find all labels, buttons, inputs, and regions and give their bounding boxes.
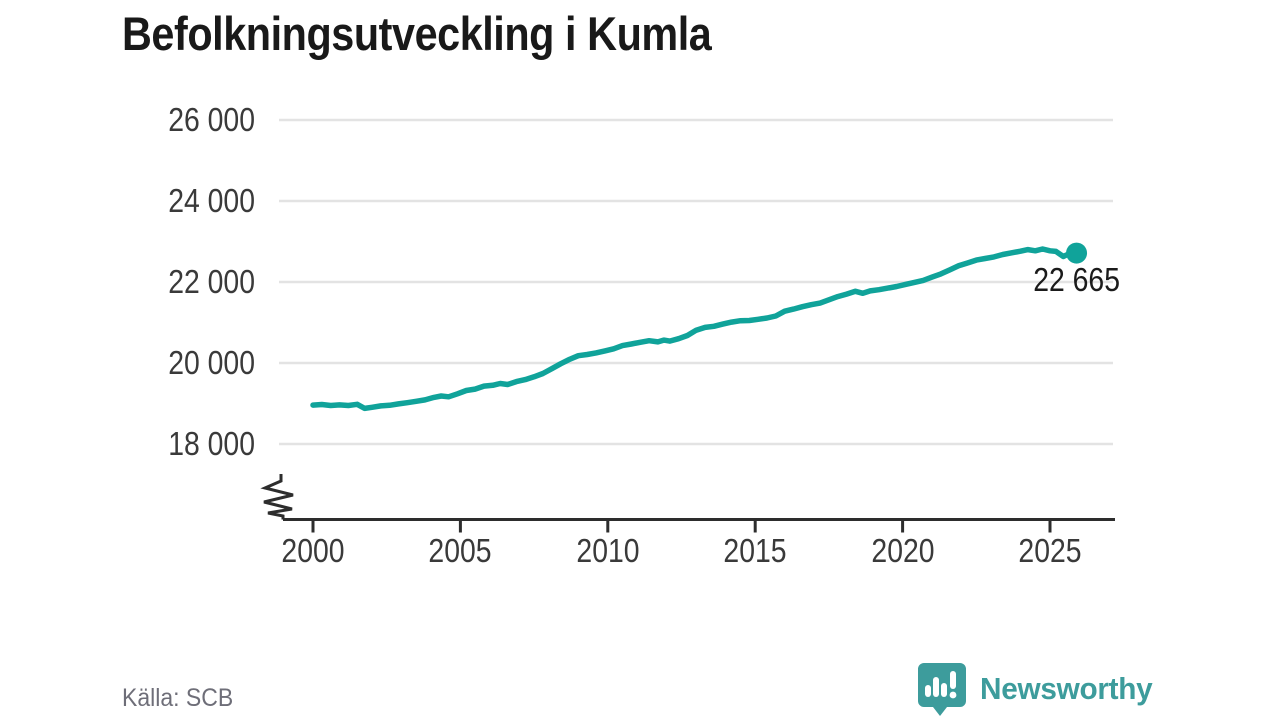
y-tick-label: 22 000 [168, 263, 255, 300]
last-value-label: 22 665 [1033, 261, 1120, 298]
x-tick-label: 2005 [428, 532, 492, 569]
source-note: Källa: SCB [122, 684, 234, 712]
newsworthy-wordmark: Newsworthy [980, 671, 1153, 706]
bar-1 [925, 685, 932, 697]
newsworthy-speech-bubble-chart-icon [918, 663, 967, 716]
chart-title: Befolkningsutveckling i Kumla [122, 7, 712, 60]
newsworthy-logo: Newsworthy [916, 660, 1160, 718]
y-tick-label: 24 000 [168, 182, 255, 219]
x-tick-label: 2000 [281, 532, 345, 569]
x-tick-label: 2010 [576, 532, 640, 569]
exclamation-dot [949, 691, 957, 699]
last-point-marker [1066, 242, 1088, 264]
y-axis-break-icon [260, 474, 294, 520]
y-tick-label: 18 000 [168, 425, 255, 462]
bar-3 [941, 683, 948, 697]
bar-2 [933, 677, 940, 697]
x-tick-label: 2025 [1018, 532, 1082, 569]
x-tick-label: 2015 [723, 532, 787, 569]
y-tick-label: 26 000 [168, 101, 255, 138]
population-line-series [310, 246, 1080, 412]
exclamation-bar [950, 671, 957, 689]
x-tick-label: 2020 [871, 532, 935, 569]
y-tick-label: 20 000 [168, 344, 255, 381]
